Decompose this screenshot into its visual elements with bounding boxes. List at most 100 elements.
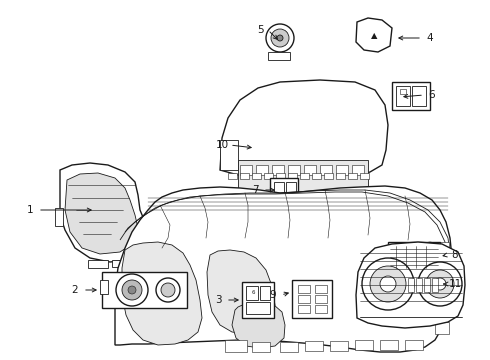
Bar xyxy=(256,165,268,175)
Circle shape xyxy=(426,270,454,298)
Bar xyxy=(220,140,238,170)
Bar xyxy=(272,165,284,175)
Polygon shape xyxy=(207,250,275,334)
Bar xyxy=(315,305,327,313)
Bar xyxy=(405,340,423,350)
Bar xyxy=(298,295,310,303)
Text: 4: 4 xyxy=(427,33,433,43)
Circle shape xyxy=(434,278,446,290)
Bar xyxy=(246,286,258,300)
Bar xyxy=(288,173,297,179)
Bar xyxy=(312,173,321,179)
Bar xyxy=(336,165,348,175)
Text: 1: 1 xyxy=(26,205,33,215)
Bar xyxy=(330,341,348,351)
Bar xyxy=(315,295,327,303)
Bar xyxy=(388,242,440,270)
Polygon shape xyxy=(232,302,285,348)
Circle shape xyxy=(277,35,283,41)
Bar xyxy=(298,305,310,313)
Bar xyxy=(380,340,398,350)
Polygon shape xyxy=(115,186,452,352)
Circle shape xyxy=(271,29,289,47)
Text: 7: 7 xyxy=(252,185,258,195)
Bar xyxy=(264,173,273,179)
Bar xyxy=(270,178,298,198)
Text: 2: 2 xyxy=(72,285,78,295)
Bar xyxy=(355,340,373,350)
Bar xyxy=(252,342,270,352)
Polygon shape xyxy=(65,173,138,254)
Bar xyxy=(336,173,345,179)
Polygon shape xyxy=(60,163,148,262)
Circle shape xyxy=(418,262,462,306)
Bar xyxy=(415,298,443,316)
Bar xyxy=(225,340,247,352)
Bar xyxy=(392,82,430,110)
Bar xyxy=(252,173,261,179)
Circle shape xyxy=(161,283,175,297)
Bar xyxy=(352,165,364,175)
Bar xyxy=(286,182,296,194)
Circle shape xyxy=(425,275,445,295)
Bar xyxy=(435,258,449,270)
Bar xyxy=(268,52,290,60)
Bar xyxy=(288,165,300,175)
Bar xyxy=(315,285,327,293)
Bar xyxy=(242,282,274,318)
Bar xyxy=(435,242,449,254)
Bar xyxy=(416,278,422,292)
Text: 5: 5 xyxy=(257,25,263,35)
Bar xyxy=(408,278,414,292)
Bar xyxy=(102,272,187,308)
Bar xyxy=(304,165,316,175)
Bar xyxy=(55,208,63,226)
Bar xyxy=(276,173,285,179)
Bar xyxy=(435,290,449,302)
Bar xyxy=(424,278,430,292)
Circle shape xyxy=(266,24,294,52)
Bar xyxy=(435,306,449,318)
Polygon shape xyxy=(220,80,388,180)
Bar xyxy=(305,341,323,351)
Text: 10: 10 xyxy=(216,140,228,150)
Text: 8: 8 xyxy=(452,250,458,260)
Bar xyxy=(360,173,369,179)
Polygon shape xyxy=(356,18,392,52)
Circle shape xyxy=(424,306,436,318)
Circle shape xyxy=(424,242,436,254)
Circle shape xyxy=(156,278,180,302)
Text: ▲: ▲ xyxy=(371,31,377,40)
Bar xyxy=(112,260,127,267)
Text: 11: 11 xyxy=(448,279,462,289)
Bar xyxy=(274,182,284,194)
Text: 3: 3 xyxy=(215,295,221,305)
Circle shape xyxy=(380,276,396,292)
Text: 6: 6 xyxy=(251,289,255,294)
Bar xyxy=(100,280,108,294)
Bar xyxy=(396,86,410,106)
Bar xyxy=(435,274,449,286)
Circle shape xyxy=(116,274,148,306)
Bar xyxy=(228,173,237,179)
Bar xyxy=(298,285,310,293)
Bar xyxy=(324,173,333,179)
Text: 9: 9 xyxy=(270,290,276,300)
Polygon shape xyxy=(356,242,465,328)
Bar xyxy=(348,173,357,179)
Circle shape xyxy=(424,258,436,270)
Bar xyxy=(292,280,332,318)
Bar xyxy=(238,160,368,222)
Circle shape xyxy=(128,286,136,294)
Bar xyxy=(280,342,298,352)
Circle shape xyxy=(370,266,406,302)
Bar xyxy=(435,322,449,334)
Polygon shape xyxy=(122,242,202,345)
Bar xyxy=(240,173,249,179)
Circle shape xyxy=(122,280,142,300)
Bar xyxy=(432,278,438,292)
Bar xyxy=(320,165,332,175)
Circle shape xyxy=(424,274,436,286)
Bar xyxy=(240,165,252,175)
Bar xyxy=(412,86,426,106)
